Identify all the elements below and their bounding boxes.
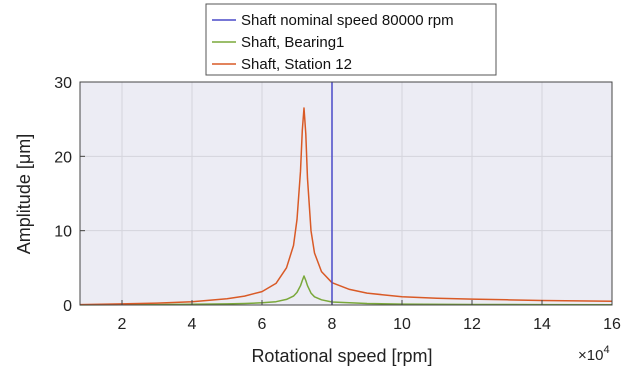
series-line-station12 — [79, 107, 613, 306]
x-ticks: 2 4 6 8 10 12 14 16 — [118, 300, 621, 333]
x-tick-label: 2 — [118, 316, 127, 333]
x-exponent: ×104 — [578, 344, 610, 364]
x-exponent-power: 4 — [603, 344, 609, 356]
legend-label-nominal: Shaft nominal speed 80000 rpm — [241, 12, 454, 29]
x-tick-label: 4 — [188, 316, 197, 333]
x-tick-label: 16 — [603, 316, 621, 333]
x-tick-label: 14 — [533, 316, 551, 333]
x-tick-label: 12 — [463, 316, 481, 333]
series-line-bearing1 — [79, 275, 613, 306]
plot-area — [80, 82, 612, 305]
series-layer — [79, 107, 613, 306]
y-axis-label: Amplitude [μm] — [14, 134, 34, 254]
legend-label-station12: Shaft, Station 12 — [241, 56, 352, 73]
x-axis-label: Rotational speed [rpm] — [251, 346, 432, 366]
y-tick-label: 0 — [63, 298, 72, 315]
x-exponent-base: ×10 — [578, 347, 603, 364]
plot-frame — [79, 81, 613, 306]
legend-label-bearing1: Shaft, Bearing1 — [241, 34, 344, 51]
y-tick-label: 20 — [54, 149, 72, 166]
x-tick-label: 8 — [328, 316, 337, 333]
x-tick-label: 10 — [393, 316, 411, 333]
legend: Shaft nominal speed 80000 rpm Shaft, Bea… — [205, 3, 497, 76]
y-tick-label: 30 — [54, 75, 72, 92]
legend-box — [205, 3, 497, 76]
x-tick-label: 6 — [258, 316, 267, 333]
y-tick-label: 10 — [54, 224, 72, 241]
y-ticks: 0 10 20 30 — [54, 75, 85, 315]
